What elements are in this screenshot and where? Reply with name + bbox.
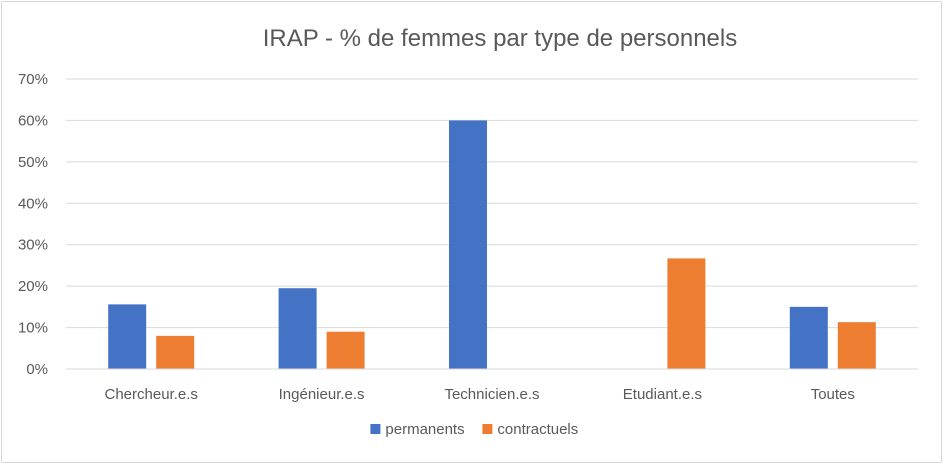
y-tick-label: 20% [18,278,48,295]
x-category-label: Etudiant.e.s [623,386,702,403]
y-tick-label: 10% [18,320,48,337]
x-axis-categories: Chercheur.e.s Ingénieur.e.s Technicien.e.s… [105,386,855,403]
y-tick-label: 60% [18,112,48,129]
x-category-label: Toutes [811,386,855,403]
x-category-label: Chercheur.e.s [105,386,198,403]
legend-swatch-contractuels [482,424,493,434]
y-tick-label: 0% [26,361,48,378]
gridlines [66,78,918,329]
bar-contractuels [326,331,365,369]
x-category-label: Technicien.e.s [444,386,539,403]
bar-permanents [449,120,487,369]
legend-label-contractuels: contractuels [497,421,578,438]
legend: permanents contractuels [370,421,578,438]
bar-permanents [789,306,828,369]
legend-swatch-permanents [370,424,381,434]
y-tick-label: 30% [18,237,48,254]
bar-contractuels [156,335,195,369]
y-tick-label: 50% [18,154,48,171]
y-axis-ticks: 0% 10% 20% 30% 40% 50% 60% 70% [18,71,48,378]
bar-contractuels [837,322,876,369]
y-tick-label: 70% [18,71,48,88]
bars [108,120,876,369]
legend-label-permanents: permanents [385,421,464,438]
x-category-label: Ingénieur.e.s [279,386,365,403]
bar-permanents [278,288,317,369]
bar-contractuels [667,258,706,369]
y-tick-label: 40% [18,195,48,212]
chart-title: IRAP - % de femmes par type de personnel… [263,25,737,52]
bar-permanents [108,304,147,369]
